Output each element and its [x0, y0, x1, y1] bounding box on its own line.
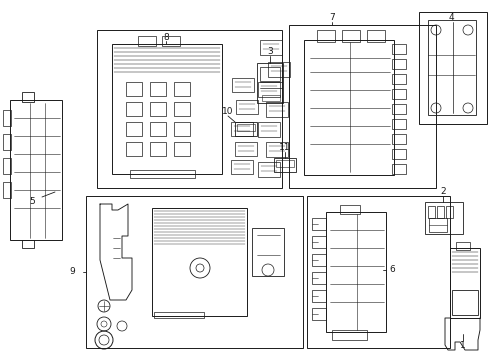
- Bar: [257, 63, 283, 103]
- Bar: [126, 82, 142, 96]
- Bar: [316, 30, 334, 42]
- Bar: [174, 102, 190, 116]
- Bar: [236, 100, 258, 114]
- Bar: [427, 206, 434, 218]
- Bar: [391, 164, 405, 174]
- Bar: [112, 44, 222, 174]
- Text: 11: 11: [279, 144, 290, 153]
- Bar: [174, 142, 190, 156]
- Bar: [237, 124, 254, 131]
- Bar: [258, 122, 280, 137]
- Bar: [331, 330, 366, 340]
- Text: 9: 9: [69, 267, 75, 276]
- Text: 8: 8: [163, 32, 168, 41]
- Bar: [126, 102, 142, 116]
- Bar: [311, 272, 325, 284]
- Bar: [339, 205, 359, 214]
- Bar: [436, 206, 443, 218]
- Bar: [341, 30, 359, 42]
- Bar: [258, 82, 280, 97]
- Bar: [260, 40, 282, 55]
- Bar: [325, 212, 385, 332]
- Bar: [455, 242, 469, 250]
- Text: 4: 4: [447, 13, 453, 22]
- Bar: [126, 122, 142, 136]
- Bar: [304, 40, 393, 175]
- Bar: [230, 160, 252, 174]
- Bar: [311, 254, 325, 266]
- Text: 2: 2: [439, 188, 445, 197]
- Bar: [150, 102, 165, 116]
- Bar: [130, 170, 195, 178]
- Bar: [391, 89, 405, 99]
- Bar: [311, 218, 325, 230]
- Bar: [262, 95, 280, 101]
- Bar: [235, 142, 257, 156]
- Bar: [418, 12, 486, 124]
- Bar: [391, 119, 405, 129]
- Bar: [275, 160, 293, 167]
- Bar: [391, 59, 405, 69]
- Bar: [288, 25, 435, 188]
- Text: 5: 5: [29, 198, 35, 207]
- Bar: [391, 104, 405, 114]
- Bar: [366, 30, 384, 42]
- Bar: [391, 74, 405, 84]
- Bar: [3, 158, 11, 174]
- Text: 7: 7: [328, 13, 334, 22]
- Bar: [451, 290, 477, 315]
- Bar: [152, 208, 246, 316]
- Bar: [231, 78, 253, 92]
- Bar: [306, 196, 449, 348]
- Bar: [150, 142, 165, 156]
- Bar: [391, 134, 405, 144]
- Bar: [311, 290, 325, 302]
- Bar: [150, 122, 165, 136]
- Bar: [311, 236, 325, 248]
- Bar: [391, 149, 405, 159]
- Bar: [174, 82, 190, 96]
- Bar: [86, 196, 303, 348]
- Bar: [10, 100, 62, 240]
- Bar: [3, 182, 11, 198]
- Bar: [235, 122, 257, 136]
- Bar: [138, 36, 156, 46]
- Bar: [230, 122, 252, 136]
- Bar: [150, 82, 165, 96]
- Bar: [311, 308, 325, 320]
- Text: 1: 1: [459, 341, 465, 350]
- Bar: [265, 142, 287, 157]
- Bar: [3, 134, 11, 150]
- Bar: [174, 122, 190, 136]
- Bar: [126, 142, 142, 156]
- Bar: [267, 62, 289, 77]
- Bar: [97, 30, 282, 188]
- Bar: [427, 20, 475, 115]
- Bar: [260, 67, 280, 81]
- Bar: [162, 36, 180, 46]
- Bar: [428, 218, 446, 232]
- Bar: [445, 206, 452, 218]
- Text: 3: 3: [266, 48, 272, 57]
- Text: 6: 6: [388, 265, 394, 274]
- Bar: [22, 240, 34, 248]
- Bar: [424, 202, 462, 234]
- Bar: [251, 228, 284, 276]
- Bar: [391, 44, 405, 54]
- Bar: [22, 92, 34, 102]
- Bar: [258, 162, 280, 177]
- Bar: [3, 110, 11, 126]
- Bar: [154, 312, 203, 318]
- Text: 10: 10: [222, 108, 233, 117]
- Bar: [273, 158, 295, 172]
- Bar: [265, 102, 287, 117]
- Bar: [449, 248, 479, 318]
